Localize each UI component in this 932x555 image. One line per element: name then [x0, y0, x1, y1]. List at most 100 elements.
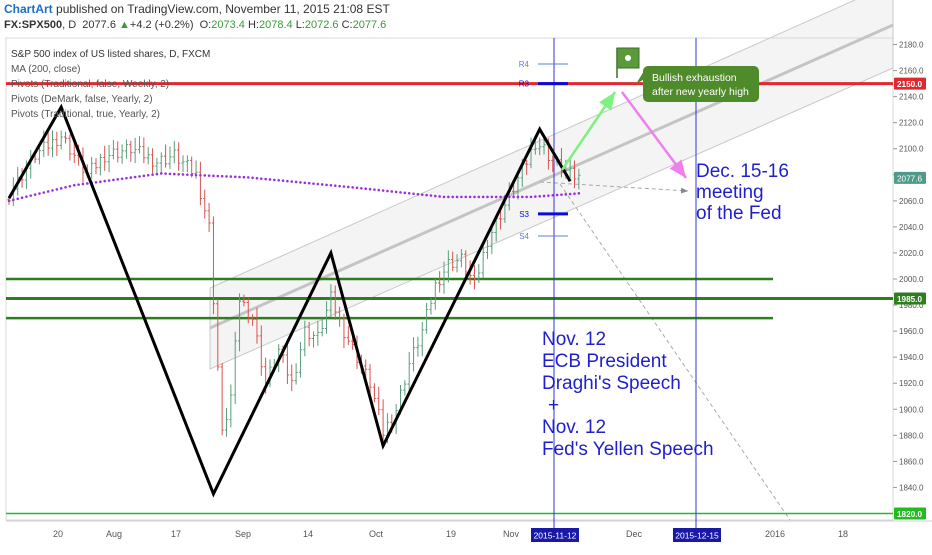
ma-200-dot — [29, 194, 33, 197]
ma-200-dot — [486, 195, 489, 199]
ma-200-dot — [547, 194, 550, 197]
ma-200-dot — [25, 195, 28, 198]
x-tick-label: Aug — [106, 529, 122, 539]
date-marker-label: 2015-12-15 — [675, 531, 719, 541]
ma-200-dot — [7, 199, 11, 203]
legend-ma[interactable]: MA (200, close) — [11, 64, 81, 75]
close-value: 2077.6 — [352, 19, 387, 31]
ma-200-dot — [347, 185, 350, 189]
ma-200-dot — [173, 172, 176, 176]
y-tick-label: 1920.0 — [899, 379, 924, 388]
x-tick-label: Nov — [503, 529, 520, 539]
price-label-box — [894, 292, 926, 305]
ma-200-dot — [490, 195, 494, 199]
ma-200-dot — [477, 195, 481, 199]
y-tick-label: 2000.0 — [899, 275, 924, 284]
symbol[interactable]: FX:SPX500 — [4, 19, 63, 31]
ma-200-dot — [151, 173, 154, 176]
ma-200-dot — [220, 174, 224, 178]
ma-200-dot — [342, 185, 346, 188]
ma-200-dot — [186, 173, 189, 176]
nov12-note-line-1: Nov. 12 — [542, 329, 606, 350]
ma-200-dot — [116, 178, 120, 181]
pivot-label-s3: S3 — [519, 210, 529, 219]
y-tick-label: 2140.0 — [899, 93, 924, 102]
ma-200-dot — [216, 174, 220, 178]
ma-200-dot — [473, 195, 476, 199]
ma-200-dot — [425, 193, 428, 197]
high-label: H: — [247, 19, 259, 31]
x-tick-label: Oct — [369, 529, 384, 539]
ma-200-dot — [460, 195, 463, 199]
price-label-text: 1820.0 — [897, 510, 922, 519]
ma-200-dot — [381, 189, 385, 192]
regression-channel — [209, 0, 894, 370]
ma-200-dot — [112, 178, 115, 182]
ma-200-dot — [294, 180, 298, 184]
projection-down-dashed — [559, 183, 791, 521]
ma-200-dot — [255, 176, 259, 180]
ma-200-dot — [442, 195, 446, 199]
ma-200-dot — [316, 182, 320, 186]
ma-200-dot — [403, 191, 407, 195]
fed-meeting-note-line-2: meeting — [696, 182, 764, 203]
brand-link[interactable]: ChartArt — [4, 2, 53, 16]
open-value: 2073.4 — [211, 19, 245, 31]
ma-200-dot — [320, 183, 324, 186]
y-tick-label: 1900.0 — [899, 405, 924, 414]
ma-200-dot — [447, 195, 450, 199]
y-tick-label: 1960.0 — [899, 327, 924, 336]
ma-200-dot — [577, 192, 581, 195]
pivot-label-s4: S4 — [519, 232, 529, 241]
ma-200-dot — [273, 178, 276, 182]
ma-200-dot — [99, 180, 102, 183]
open-label: O: — [199, 19, 212, 31]
ma-200-dot — [312, 182, 315, 185]
legend-pivots-weekly[interactable]: Pivots (Traditional, false, Weekly, 2) — [11, 79, 170, 90]
ma-200-dot — [12, 198, 15, 202]
price-label-text: 2077.6 — [897, 174, 922, 183]
ma-200-dot — [142, 174, 146, 178]
ma-200-dot — [181, 173, 185, 176]
ma-200-dot — [368, 187, 372, 191]
ma-200-dot — [299, 181, 302, 184]
ma-200-dot — [512, 195, 515, 199]
legend-pivots-demark[interactable]: Pivots (DeMark, false, Yearly, 2) — [11, 94, 153, 105]
y-tick-label: 2060.0 — [899, 197, 924, 206]
ma-200-dot — [568, 192, 572, 196]
low-label: L: — [295, 19, 305, 31]
ma-200-dot — [390, 190, 394, 193]
ma-200-dot — [238, 175, 241, 179]
interval: D — [68, 19, 77, 31]
x-tick-label: Dec — [626, 529, 643, 539]
price-label-box — [894, 171, 926, 184]
regression-midline — [209, 23, 894, 330]
ma-200-dot — [542, 194, 546, 198]
ma-200-dot — [120, 177, 124, 181]
price-label-text: 2150.0 — [897, 80, 922, 89]
ma-200-dot — [529, 195, 533, 199]
symbol-info-bar: FX:SPX500, D 2077.6 ▲+4.2 (+0.2%) O:2073… — [4, 19, 386, 31]
ma-200-dot — [494, 195, 498, 199]
ma-200-dot — [203, 174, 207, 177]
ma-200-dot — [33, 193, 37, 196]
ma-200-dot — [246, 176, 250, 179]
ma-200-dot — [455, 195, 459, 199]
close-label: C: — [341, 19, 353, 31]
ma-200-dot — [194, 173, 198, 177]
ma-200-dot — [16, 197, 20, 201]
ma-200-dot — [351, 186, 354, 189]
ma-200-dot — [451, 195, 455, 199]
ma-200-dot — [199, 173, 202, 177]
legend-pivots-yearly[interactable]: Pivots (Traditional, true, Yearly, 2) — [11, 109, 160, 120]
ma-200-dot — [190, 173, 193, 177]
y-tick-label: 2100.0 — [899, 145, 924, 154]
nov12-note-line-2: ECB President — [542, 351, 667, 372]
ma-200-dot — [564, 193, 568, 196]
y-tick-label: 2160.0 — [899, 67, 924, 76]
ma-200-dot — [155, 172, 159, 176]
ma-200-dot — [77, 183, 80, 186]
price-label-box — [894, 77, 926, 90]
ma-200-dot — [407, 191, 411, 195]
